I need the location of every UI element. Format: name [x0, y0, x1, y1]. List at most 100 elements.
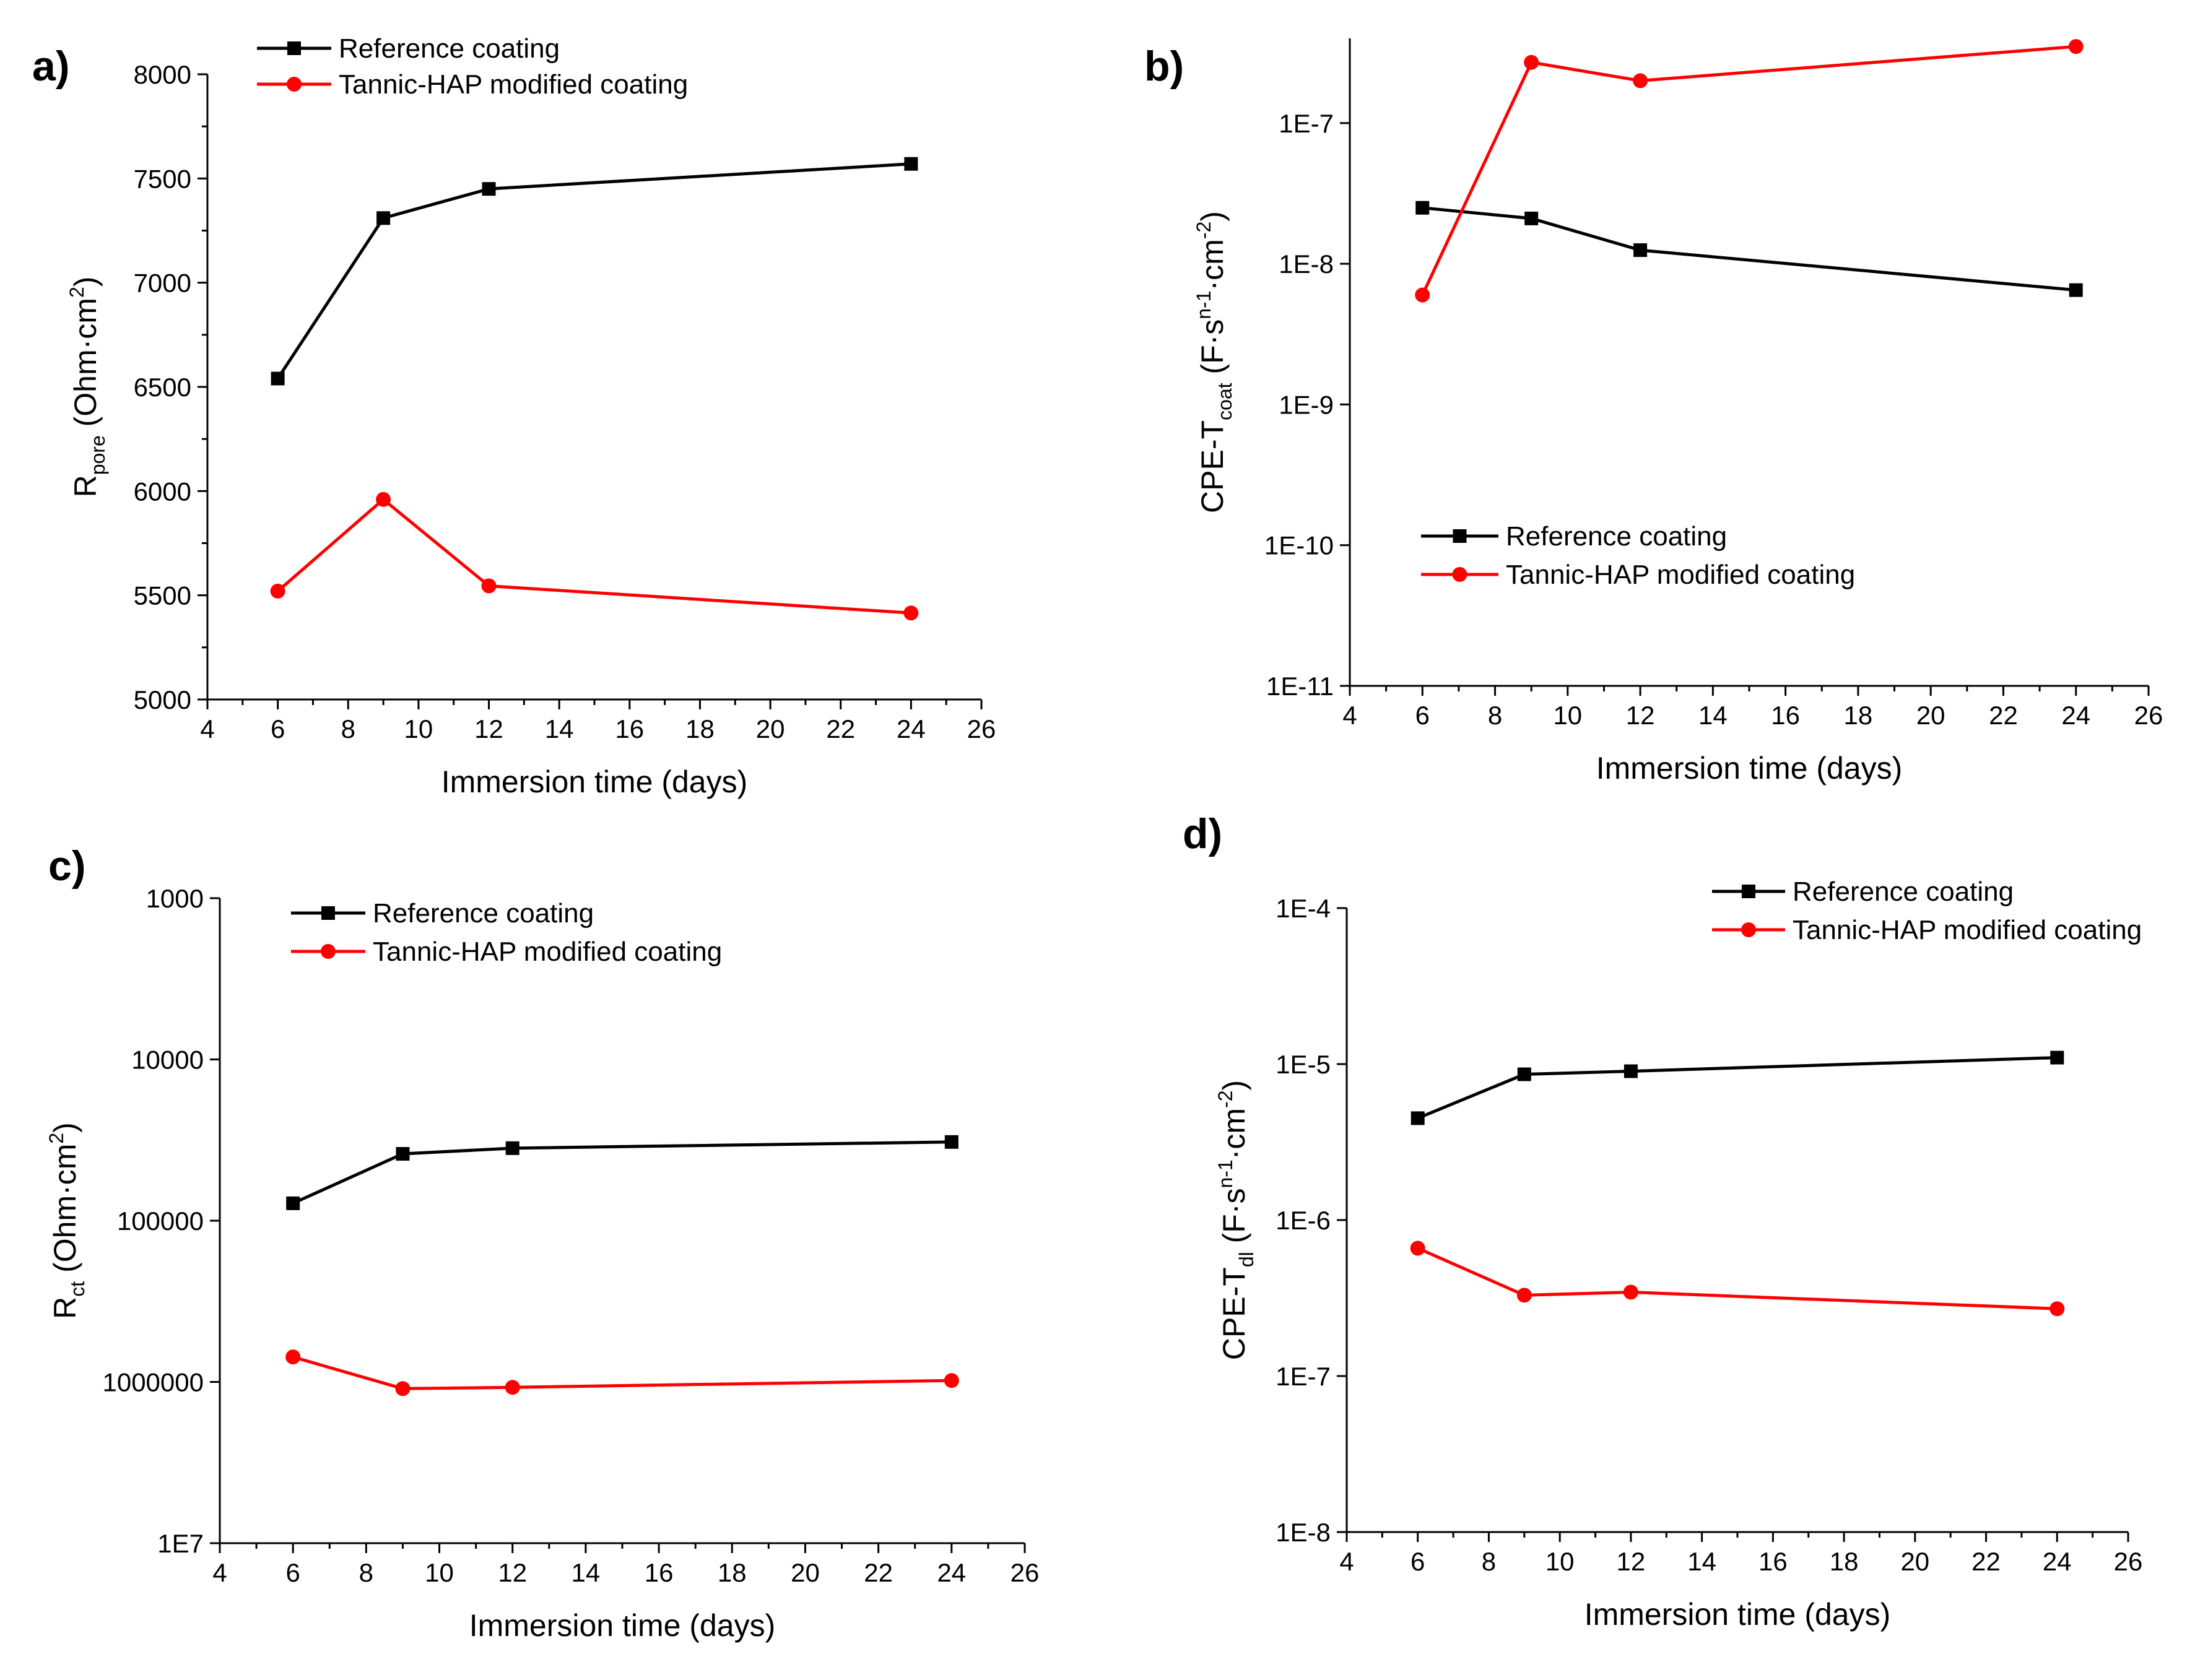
panel-d-series-reference-point [1410, 1111, 1425, 1125]
panel-a-series-tannic-point [270, 583, 285, 599]
panel-b-series-reference-point [2069, 283, 2083, 297]
panel-d: d) 4 6 8 10 12 14 16 18 20 22 24 26 1E-8 1E-7 1E-6 1E-5 1… [1183, 810, 2142, 1632]
panel-a-y-tick-label: 5500 [134, 581, 191, 610]
panel-d-y-title-close: ) [1217, 1080, 1251, 1091]
panel-c-y-tick-label: 1000000 [102, 1368, 204, 1397]
panel-b-series-tannic-point [2068, 39, 2084, 54]
panel-c-y-title-sub: ct [66, 1281, 89, 1297]
panel-b-series-tannic-point [1633, 73, 1648, 89]
panel-c-y-title-unit: (Ohm·cm [48, 1144, 82, 1281]
panel-a-y-title-main: R [68, 475, 103, 497]
panel-b-letter: b) [1144, 43, 1184, 90]
panel-c-x-tick-label: 26 [1011, 1558, 1040, 1587]
panel-c-y-title-close: ) [48, 1122, 82, 1133]
panel-b-legend-label: Reference coating [1506, 521, 1727, 552]
panel-c-x-axis-title: Immersion time (days) [469, 1608, 776, 1643]
panel-d-axes [1345, 908, 2128, 1533]
panel-a-y-title-sup: 2 [66, 287, 88, 298]
panel-d-series-reference [1410, 1050, 2064, 1125]
panel-c-x-tick-label: 18 [718, 1558, 747, 1587]
panel-b-y-title-close: ) [1195, 211, 1230, 222]
panel-d-x-tick-label: 12 [1617, 1547, 1646, 1576]
panel-a-x-tick-label: 16 [615, 714, 644, 743]
panel-c-letter: c) [48, 842, 85, 890]
panel-a-x-tick-label: 12 [474, 714, 503, 743]
panel-a-series-reference-point [904, 157, 918, 171]
panel-c-axes [219, 898, 1025, 1544]
panel-d-series-tannic-point [1623, 1284, 1638, 1300]
panel-b-x-tick-label: 14 [1698, 701, 1728, 730]
panel-a-x-tick-label: 14 [545, 714, 574, 743]
panel-a-x-tick-label: 8 [341, 714, 355, 743]
panel-d-series-reference-point [1517, 1067, 1531, 1081]
panel-b-x-tick-label: 26 [2134, 701, 2163, 730]
panel-d-y-axis-title: CPE-Tdl (F·sn-1·cm-2) [1214, 1080, 1258, 1360]
panel-b-y-title-sub: coat [1214, 383, 1236, 420]
panel-a-legend-marker [287, 41, 301, 55]
panel-b-y-tick-label: 1E-10 [1264, 531, 1334, 560]
panel-b-y-title-unit: (F·s [1195, 319, 1230, 383]
panel-b-x-tick-label: 16 [1771, 701, 1800, 730]
panel-a-series-reference-line [276, 162, 911, 379]
panel-c-y-title-sup: 2 [45, 1133, 67, 1144]
panel-b-legend-label: Tannic-HAP modified coating [1506, 560, 1855, 590]
panel-d-legend-marker [1741, 922, 1756, 937]
panel-d-series-reference-point [1623, 1064, 1638, 1078]
panel-a-x-tick-label: 26 [967, 714, 996, 743]
panel-d-x-tick-label: 26 [2114, 1547, 2143, 1576]
panel-a-y-tick-label: 8000 [134, 60, 191, 89]
panel-d-x-tick-label: 4 [1339, 1547, 1354, 1576]
panel-a-y-tick-label: 6000 [134, 477, 191, 506]
panel-c-series-tannic-line [292, 1355, 952, 1390]
panel-a-x-axis-title: Immersion time (days) [441, 764, 748, 799]
panel-d-x-tick-label: 6 [1410, 1547, 1425, 1576]
panel-b-x-tick-label: 24 [2061, 701, 2090, 730]
panel-d-y-tick-label: 1E-8 [1276, 1518, 1331, 1547]
panel-a-y-title-close: ) [68, 277, 103, 287]
panel-d-legend-label: Reference coating [1793, 877, 2014, 907]
panel-c-x-tick-label: 16 [645, 1558, 674, 1587]
panel-a-series-reference-point [376, 211, 391, 225]
panel-b-x-tick-label: 20 [1916, 701, 1945, 730]
panel-c-series-tannic-point [285, 1349, 301, 1365]
panel-b-x-tick-label: 18 [1844, 701, 1873, 730]
panel-b-x-tick-label: 22 [1989, 701, 2018, 730]
panel-d-series-tannic [1410, 1241, 2065, 1317]
panel-b-series-tannic-point [1524, 54, 1539, 70]
panel-a-series-reference [271, 157, 918, 386]
panel-d-series-tannic-point [1410, 1241, 1425, 1256]
panel-c-y-axis-title: Rct (Ohm·cm2) [45, 1122, 89, 1319]
panel-a-x-tick-label: 6 [271, 714, 285, 743]
panel-b-y-title-unit2: ·cm [1195, 239, 1230, 290]
panel-d-x-tick-label: 16 [1758, 1547, 1788, 1576]
panel-a-series-reference-point [271, 371, 285, 386]
panel-d-x-tick-label: 24 [2043, 1547, 2072, 1576]
panel-b-series-reference [1415, 201, 2083, 297]
panel-c-x-tick-label: 14 [572, 1558, 601, 1587]
panel-a-x-tick-label: 10 [404, 714, 433, 743]
panel-d-y-title-sub: dl [1235, 1252, 1258, 1267]
panel-c-series-tannic-point [944, 1373, 959, 1388]
panel-c: c) 4 6 8 10 12 14 16 18 20 22 24 26 1000 10000 100000 10… [45, 842, 1039, 1643]
panel-b-x-tick-label: 10 [1553, 701, 1582, 730]
panel-c-y-tick-label: 1000 [146, 884, 204, 913]
panel-b-y-tick-label: 1E-7 [1279, 109, 1334, 138]
panel-b-x-tick-label: 12 [1626, 701, 1655, 730]
panel-b-series-tannic-line [1421, 45, 2076, 296]
panel-c-legend-marker [321, 906, 335, 920]
panel-b-legend-marker [1453, 529, 1467, 543]
panel-d-y-title-unit: (F·s [1217, 1189, 1251, 1252]
panel-d-y-tick-label: 1E-4 [1276, 894, 1331, 923]
panel-d-y-title-sup2: -2 [1214, 1091, 1237, 1108]
panel-d-series-tannic-point [2049, 1301, 2065, 1317]
panel-a-letter: a) [32, 43, 69, 90]
panel-a-y-tick-label: 7000 [134, 269, 191, 298]
panel-d-x-tick-label: 10 [1545, 1547, 1575, 1576]
panel-c-series-tannic-point [395, 1381, 411, 1396]
panel-c-series-reference-line [292, 1140, 952, 1205]
panel-d-y-title-sup: n-1 [1214, 1159, 1237, 1188]
panel-c-series-tannic-point [505, 1380, 520, 1395]
panel-c-series-reference-point [396, 1147, 410, 1161]
panel-a-x-tick-label: 20 [756, 714, 785, 743]
